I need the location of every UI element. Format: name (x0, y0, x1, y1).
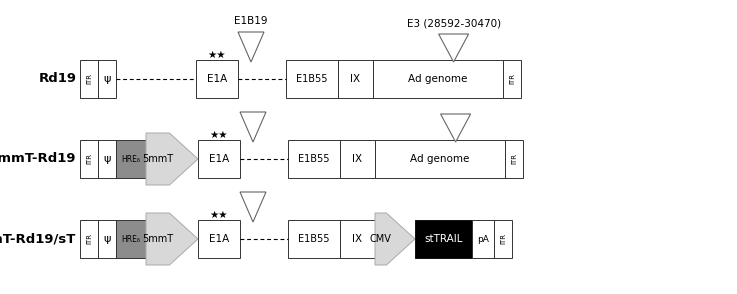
Text: E1A: E1A (207, 74, 227, 84)
Text: 5mmT: 5mmT (142, 154, 173, 164)
Text: ψ: ψ (103, 74, 111, 84)
Text: stTRAIL: stTRAIL (425, 234, 463, 244)
Bar (98, 60, 116, 98)
Text: ITR: ITR (511, 153, 517, 165)
Text: ITR: ITR (86, 153, 92, 165)
Bar (198, 140, 240, 178)
Bar (198, 220, 240, 258)
Bar (80, 220, 98, 258)
Bar (505, 140, 523, 178)
Polygon shape (375, 213, 415, 265)
Text: ψ: ψ (103, 154, 111, 164)
Text: E1A: E1A (209, 234, 229, 244)
Polygon shape (238, 32, 264, 62)
Text: ★★: ★★ (210, 210, 228, 220)
Text: ITR: ITR (509, 74, 515, 84)
Text: 5mmT: 5mmT (142, 234, 173, 244)
Text: IX: IX (350, 74, 360, 84)
Polygon shape (240, 112, 266, 142)
Text: E1B55: E1B55 (298, 154, 329, 164)
Text: ITR: ITR (86, 74, 92, 84)
Bar (116, 220, 146, 258)
Text: H5mmT-Rd19/sT: H5mmT-Rd19/sT (0, 233, 77, 245)
Bar (503, 60, 521, 98)
Polygon shape (439, 34, 469, 62)
Text: H5mmT-Rd19: H5mmT-Rd19 (0, 153, 77, 166)
Text: Ad genome: Ad genome (411, 154, 469, 164)
Text: E1B19: E1B19 (234, 16, 268, 26)
Polygon shape (240, 192, 266, 222)
Bar (288, 140, 340, 178)
Bar (375, 140, 505, 178)
Text: HRE₆: HRE₆ (122, 155, 141, 163)
Text: IX: IX (352, 234, 363, 244)
Text: ★★: ★★ (208, 50, 226, 60)
Text: ITR: ITR (500, 233, 506, 245)
Text: CMV: CMV (370, 234, 391, 244)
Polygon shape (441, 114, 471, 142)
Bar (98, 220, 116, 258)
Bar (338, 60, 373, 98)
Bar (80, 140, 98, 178)
Text: E1B55: E1B55 (298, 234, 329, 244)
Bar (98, 140, 116, 178)
Bar (340, 140, 375, 178)
Bar (196, 60, 238, 98)
Text: ITR: ITR (86, 233, 92, 245)
Polygon shape (146, 133, 198, 185)
Bar (80, 60, 98, 98)
Bar (288, 220, 340, 258)
Text: Rd19: Rd19 (38, 73, 77, 86)
Bar (340, 220, 375, 258)
Text: IX: IX (352, 154, 363, 164)
Text: Ad genome: Ad genome (408, 74, 468, 84)
Text: ★★: ★★ (210, 130, 228, 140)
Text: E3 (28592-30470): E3 (28592-30470) (407, 18, 500, 28)
Bar (373, 60, 503, 98)
Bar (415, 220, 472, 258)
Bar (494, 220, 512, 258)
Bar (286, 60, 338, 98)
Polygon shape (146, 213, 198, 265)
Text: pA: pA (477, 235, 489, 243)
Bar (116, 140, 146, 178)
Text: E1B55: E1B55 (296, 74, 328, 84)
Text: HRE₆: HRE₆ (122, 235, 141, 243)
Bar (472, 220, 494, 258)
Text: E1A: E1A (209, 154, 229, 164)
Text: ψ: ψ (103, 234, 111, 244)
